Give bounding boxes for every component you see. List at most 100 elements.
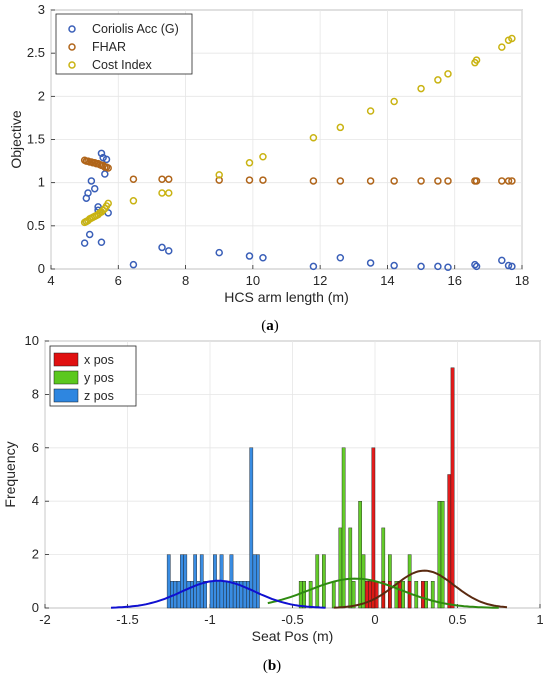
scatter-point-0 [80,239,89,247]
panel-a-x-tick-label: 8 [182,273,189,288]
scatter-point-0 [309,262,318,271]
panel-a-x-tick-label: 18 [515,273,529,288]
scatter-point-2 [129,197,138,205]
panel-a-x-axis-label: HCS arm length (m) [224,289,348,305]
legend-label-b-0: x pos [84,353,114,367]
scatter-point-0 [417,262,425,271]
legend-label-2: Cost Index [92,58,153,72]
histogram-bar-1 [331,581,336,609]
legend-marker-2 [68,61,76,69]
panel-a-y-tick-label: 3 [38,2,45,17]
panel-b-x-tick-label: -2 [39,612,51,627]
histogram-bar-2 [232,581,237,609]
panel-b-x-tick-label: -0.5 [281,612,303,627]
panel-b-x-tick-label: 0 [371,612,378,627]
scatter-point-0 [90,184,99,193]
histogram-bar-1 [358,501,362,609]
scatter-point-0 [129,260,138,269]
histogram-bar-2 [246,581,250,609]
histogram-bar-2 [249,447,254,609]
fit-curve-1 [267,577,499,609]
scatter-point-2 [165,189,173,197]
scatter-point-2 [336,123,345,132]
legend-swatch-2 [53,388,79,403]
histogram-bar-0 [371,447,376,609]
histogram-bar-1 [437,501,442,609]
scatter-point-2 [259,153,267,161]
histogram-bar-0 [374,581,379,609]
histogram-bar-2 [166,554,171,609]
histogram-bar-0 [447,474,452,609]
histogram-bar-2 [203,581,207,609]
scatter-point-2 [309,134,318,142]
panel-b-x-tick-label: -1.5 [116,612,138,627]
panel-b-y-tick-label: 4 [32,493,39,508]
scatter-point-0 [336,254,345,262]
histogram-bar-2 [193,554,197,609]
histogram-bar-2 [176,581,181,609]
scatter-point-1 [472,177,481,185]
scatter-point-0 [165,247,173,255]
histogram-bar-1 [361,554,366,609]
scatter-point-2 [444,70,452,78]
histogram-bar-1 [424,581,428,609]
histogram-bar-2 [199,554,204,609]
legend-marker-0 [68,25,76,33]
histogram-bar-1 [315,554,320,609]
histogram-bar-2 [189,581,194,609]
histogram-bar-2 [186,581,191,609]
panel-b-y-tick-label: 8 [32,386,39,401]
panel-a-x-tick-label: 16 [447,273,461,288]
histogram-bar-1 [341,447,346,609]
panel-b-y-axis-label: Frequency [2,441,18,507]
panel-b-x-tick-label: -1 [204,612,216,627]
histogram-bar-2 [256,554,260,609]
scatter-point-2 [472,56,481,64]
histogram-bar-2 [242,581,247,609]
histogram-bar-2 [226,581,230,609]
histogram-bar-2 [252,554,257,609]
scatter-point-2 [508,34,516,43]
panel-b-y-tick-label: 2 [32,547,39,562]
histogram-bar-0 [368,581,372,609]
scatter-point-1 [417,177,425,185]
histogram-bar-2 [209,581,214,609]
scatter-point-0 [259,254,267,262]
scatter-point-1 [366,177,375,185]
panel-b-fit-curves [110,569,508,609]
scatter-point-1 [390,177,398,185]
panel-a-caption: (a) [261,318,279,334]
panel-a-scatter-chart: (a) 4 6 8 10 12 14 16 18 0 0.5 1 1.5 2 2.5 3 HCS arm le… [8,2,529,334]
histogram-bar-1 [338,527,343,609]
histogram-bar-2 [216,581,221,609]
histogram-bar-0 [421,581,425,609]
panel-b-y-tick-label: 0 [32,600,39,615]
panel-a-y-tick-label: 1.5 [27,132,45,147]
scatter-point-0 [158,243,166,252]
scatter-point-0 [434,262,442,271]
histogram-bar-0 [364,581,369,609]
scatter-point-0 [87,177,96,185]
scatter-point-1 [504,177,513,185]
scatter-point-2 [390,97,398,106]
panel-b-legend: x pos y pos z pos [49,345,137,407]
panel-b-bars [166,367,455,609]
scatter-point-2 [498,43,506,51]
panel-a-x-tick-label: 6 [115,273,122,288]
legend-label-1: FHAR [92,40,126,54]
legend-label-0: Coriolis Acc (G) [92,22,179,36]
panel-a-x-tick-label: 4 [47,273,54,288]
histogram-bar-2 [222,581,227,609]
panel-b-y-tick-label: 6 [32,440,39,455]
scatter-point-2 [245,159,254,167]
scatter-point-1 [165,175,173,183]
scatter-point-0 [85,230,94,239]
panel-a-points [80,34,516,272]
scatter-point-1 [259,176,267,184]
histogram-bar-0 [450,367,455,609]
legend-swatch-0 [53,352,79,367]
panel-a-x-tick-label: 12 [313,273,327,288]
scatter-point-2 [417,84,425,93]
histogram-bar-1 [302,581,306,609]
